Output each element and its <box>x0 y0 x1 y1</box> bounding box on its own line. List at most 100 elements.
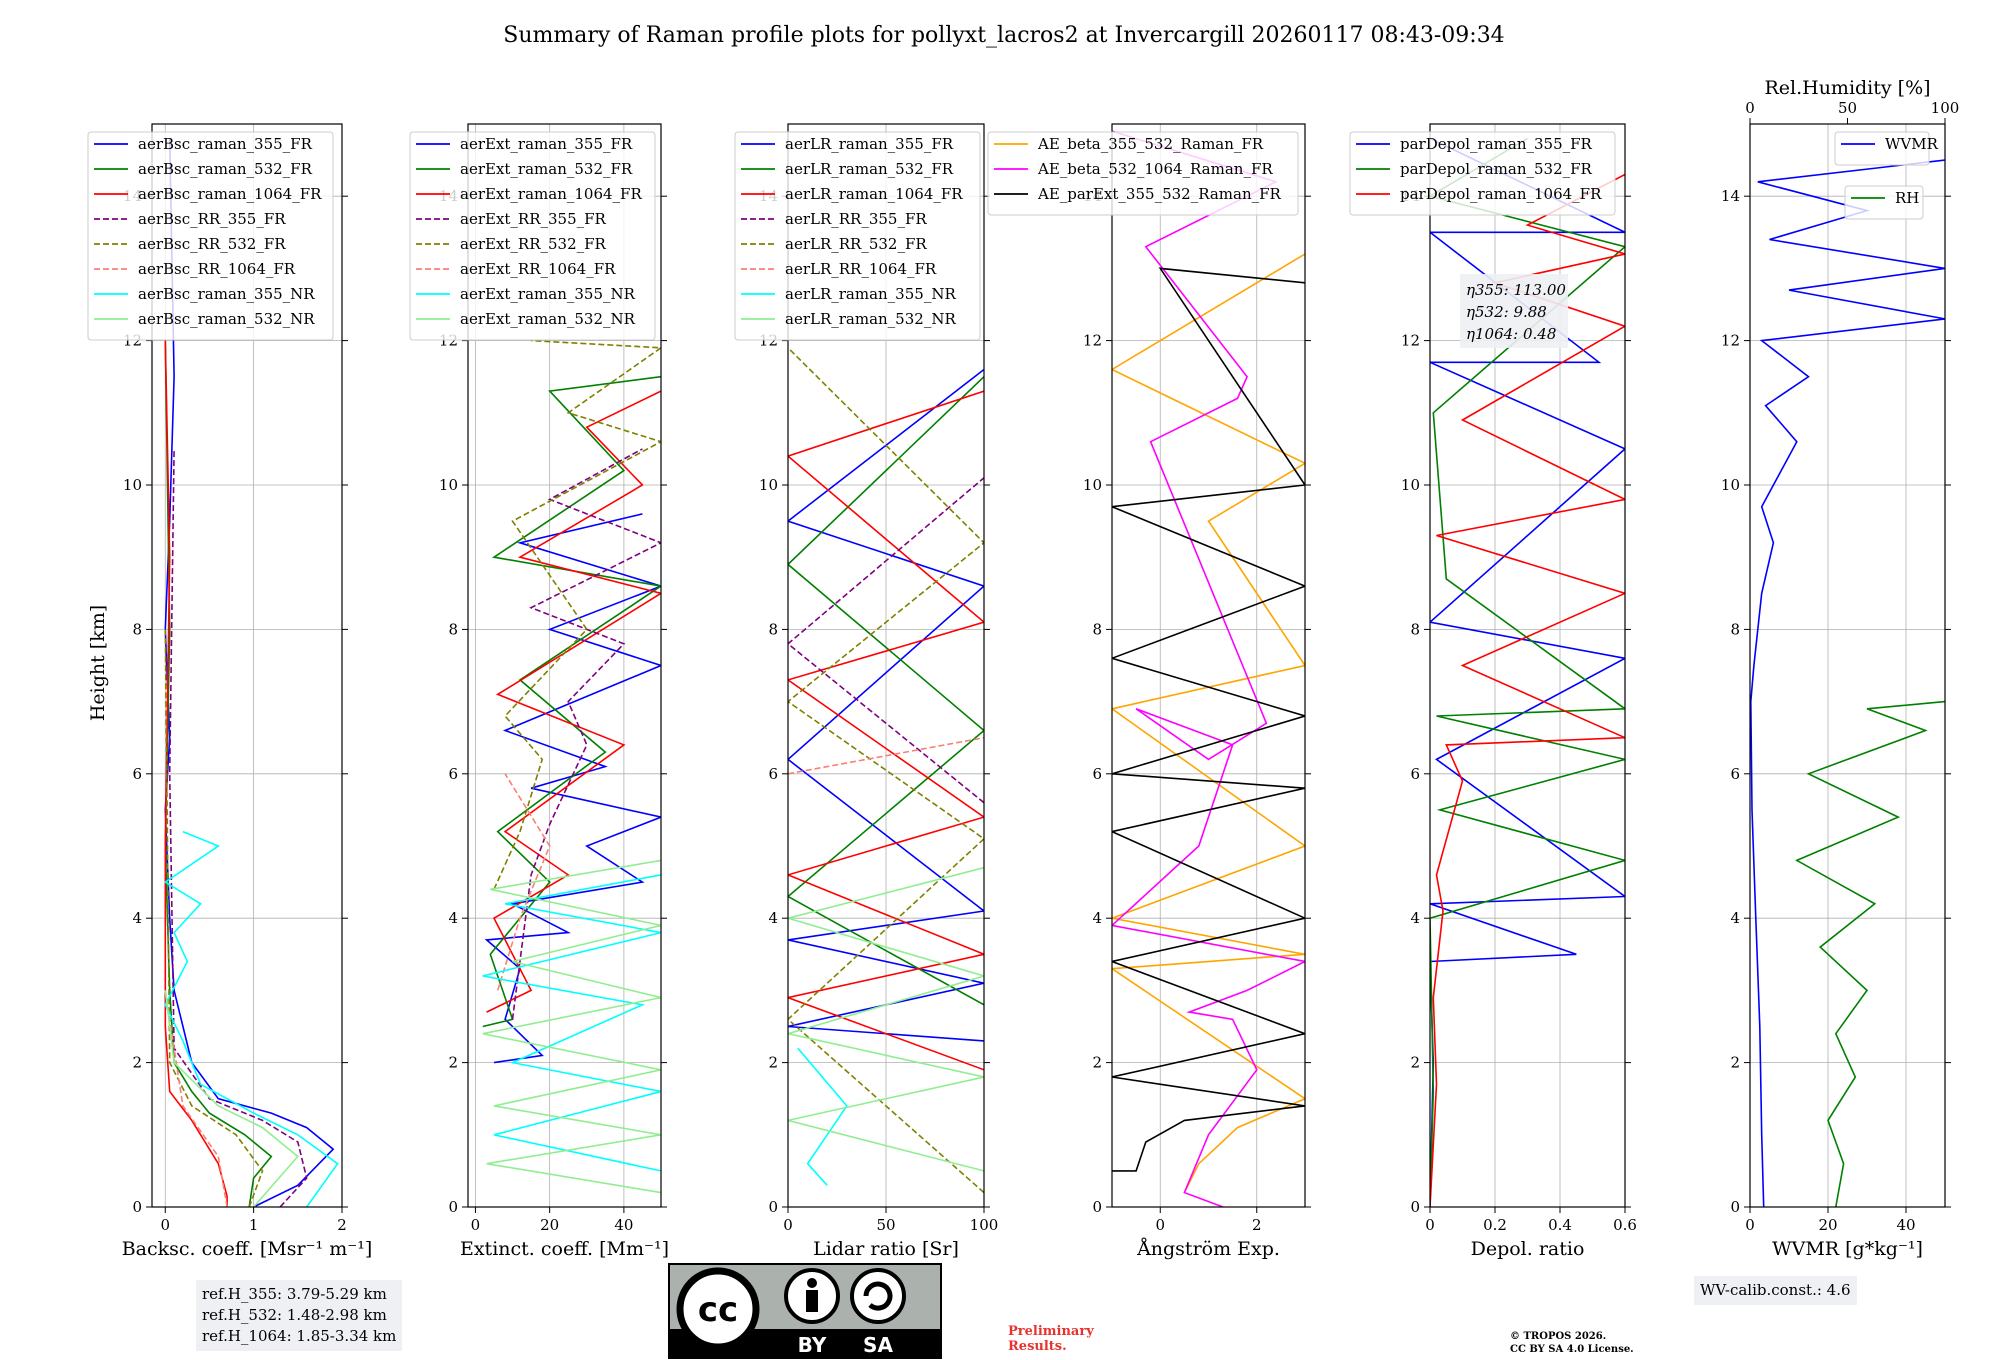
legend-entry: parDepol_raman_1064_FR <box>1400 185 1602 203</box>
cc-icon-text: cc <box>698 1290 738 1330</box>
copyright-line-2: CC BY SA 4.0 License. <box>1510 1344 1634 1355</box>
y-tick-label: 8 <box>1410 620 1420 638</box>
y-tick-label: 2 <box>1730 1054 1740 1072</box>
legend-entry: aerLR_raman_1064_FR <box>785 185 963 203</box>
y-tick-label: 4 <box>768 909 778 927</box>
x-axis-label: WVMR [g*kg⁻¹] <box>1772 1238 1923 1260</box>
y-tick-label: 2 <box>1410 1054 1420 1072</box>
x-axis-label: Depol. ratio <box>1471 1238 1585 1260</box>
top-x-tick-label: 0 <box>1745 99 1755 117</box>
preliminary-line-1: Preliminary <box>1008 1324 1094 1339</box>
y-tick-label: 8 <box>1730 620 1740 638</box>
x-tick-label: 2 <box>337 1216 347 1234</box>
legend-entry: aerLR_RR_1064_FR <box>785 260 937 278</box>
y-tick-label: 6 <box>1730 765 1740 783</box>
series-line-aerExt_raman_532_FR <box>482 375 661 1028</box>
y-axis-label: Height [km] <box>87 605 109 721</box>
series-line-aerLR_raman_532_FR <box>788 376 984 1006</box>
legend-entry: aerExt_RR_532_FR <box>460 235 607 253</box>
eta-label: η355: 113.00 <box>1466 281 1566 299</box>
eta-label: η1064: 0.48 <box>1466 325 1556 343</box>
x-tick-label: 50 <box>876 1216 895 1234</box>
top-x-axis-label: Rel.Humidity [%] <box>1764 77 1930 99</box>
y-tick-label: 0 <box>132 1198 142 1216</box>
series-line-WVMR <box>1750 159 1945 1207</box>
panel-frame <box>467 123 662 1208</box>
legend-entry: aerExt_raman_532_NR <box>460 310 636 328</box>
y-tick-label: 6 <box>1410 765 1420 783</box>
y-tick-label: 0 <box>1410 1198 1420 1216</box>
legend-box <box>734 131 981 341</box>
legend: AE_beta_355_532_Raman_FR AE_beta_532_1064… <box>987 131 1299 216</box>
eta-label: η532: 9.88 <box>1466 303 1547 321</box>
series-line-aerExt_raman_355_NR <box>482 874 661 1172</box>
x-tick-label: 0 <box>1155 1216 1165 1234</box>
ref-height-355: ref.H_355: 3.79-5.29 km <box>202 1285 387 1303</box>
legend: RH <box>1844 185 1924 220</box>
legend-entry: WVMR <box>1885 135 1939 153</box>
y-tick-label: 8 <box>768 620 778 638</box>
legend-entry: aerExt_RR_1064_FR <box>460 260 616 278</box>
x-tick-label: 20 <box>1818 1216 1837 1234</box>
legend-entry: aerBsc_raman_355_NR <box>138 285 315 303</box>
legend-entry: aerExt_raman_532_FR <box>460 160 633 178</box>
panel-angstrom: 0246810121402Ångström Exp.AE_beta_355_53… <box>987 123 1311 1260</box>
legend-entry: aerExt_raman_355_NR <box>460 285 636 303</box>
x-axis-label: Extinct. coeff. [Mm⁻¹] <box>460 1238 669 1260</box>
y-tick-label: 2 <box>132 1054 142 1072</box>
series-line-aerExt_RR_1064_FR <box>496 773 551 991</box>
panels-group: 02468101214012Backsc. coeff. [Msr⁻¹ m⁻¹]… <box>87 77 1960 1260</box>
y-tick-label: 6 <box>768 765 778 783</box>
x-tick-label: 0.2 <box>1483 1216 1507 1234</box>
y-tick-label: 0 <box>448 1198 458 1216</box>
y-tick-label: 6 <box>132 765 142 783</box>
series-line-aerExt_RR_355_FR <box>511 448 661 1020</box>
legend-entry: aerBsc_RR_1064_FR <box>138 260 296 278</box>
preliminary-note: Preliminary Results. <box>1008 1324 1094 1354</box>
series-line-aerBsc_raman_532_NR <box>164 990 299 1207</box>
series-line-aerLR_raman_355_FR <box>788 368 984 1042</box>
y-tick-label: 10 <box>123 476 142 494</box>
x-tick-label: 0.6 <box>1613 1216 1637 1234</box>
x-tick-label: 0.4 <box>1548 1216 1572 1234</box>
series-line-aerExt_raman_1064_FR <box>486 390 661 1013</box>
legend-entry: aerBsc_RR_532_FR <box>138 235 286 253</box>
top-x-tick-label: 50 <box>1838 99 1857 117</box>
by-person-head-icon <box>807 1278 817 1288</box>
legend: WVMR <box>1834 131 1939 166</box>
x-tick-label: 20 <box>540 1216 559 1234</box>
panel-frame <box>1749 123 1946 1208</box>
series-line-RH <box>1794 700 1945 1207</box>
legend-box <box>87 131 334 341</box>
legend-box <box>409 131 656 341</box>
y-tick-label: 10 <box>1401 476 1420 494</box>
series-line-aerLR_RR_1064_FR <box>788 736 984 775</box>
series-line-aerLR_RR_355_FR <box>788 477 984 804</box>
series-line-parDepol_raman_532_FR <box>1430 137 1625 1207</box>
legend: parDepol_raman_355_FR parDepol_raman_532_… <box>1349 131 1616 216</box>
license-by-label: BY <box>798 1333 827 1357</box>
x-tick-label: 1 <box>249 1216 259 1234</box>
legend-entry: aerExt_raman_1064_FR <box>460 185 642 203</box>
series-line-aerBsc_RR_532_FR <box>164 629 264 1207</box>
series-line-aerExt_raman_532_NR <box>482 859 661 1194</box>
legend: aerBsc_raman_355_FR aerBsc_raman_532_FRae… <box>87 131 334 341</box>
top-x-tick-label: 100 <box>1931 99 1960 117</box>
x-tick-label: 100 <box>970 1216 999 1234</box>
legend-box <box>1844 185 1924 220</box>
sa-arrow-icon <box>863 1281 893 1311</box>
y-tick-label: 4 <box>132 909 142 927</box>
x-axis-label: Ångström Exp. <box>1136 1238 1280 1260</box>
cc-icon <box>676 1267 760 1351</box>
y-tick-label: 10 <box>759 476 778 494</box>
series-line-aerBsc_RR_355_FR <box>168 448 308 1207</box>
series-line-aerExt_raman_355_FR <box>484 513 661 1064</box>
y-tick-label: 14 <box>1721 187 1740 205</box>
legend-entry: RH <box>1895 189 1919 207</box>
series-line-aerBsc_raman_355_NR <box>163 830 339 1207</box>
y-tick-label: 10 <box>439 476 458 494</box>
y-tick-label: 2 <box>448 1054 458 1072</box>
ref-height-532: ref.H_532: 1.48-2.98 km <box>202 1306 387 1324</box>
legend-entry: aerLR_raman_355_FR <box>785 135 954 153</box>
